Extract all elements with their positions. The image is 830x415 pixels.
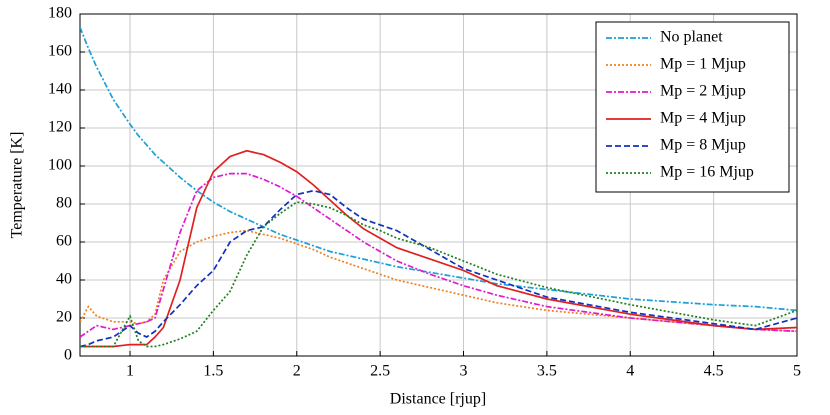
- legend-label: No planet: [660, 29, 723, 46]
- x-tick-label: 3: [460, 363, 468, 380]
- legend-label: Mp = 16 Mjup: [660, 164, 754, 181]
- legend-label: Mp = 1 Mjup: [660, 56, 746, 73]
- y-tick-label: 120: [48, 119, 72, 136]
- x-tick-label: 4.5: [704, 363, 724, 380]
- y-tick-label: 80: [56, 195, 72, 212]
- x-axis-label: Distance [rjup]: [390, 391, 486, 408]
- y-tick-label: 140: [48, 81, 72, 98]
- y-tick-label: 20: [56, 309, 72, 326]
- series-line: [80, 189, 797, 348]
- x-tick-label: 5: [793, 363, 801, 380]
- y-tick-label: 60: [56, 233, 72, 250]
- series-line: [80, 26, 797, 312]
- plot-frame: [79, 13, 798, 357]
- x-tick-label: 2.5: [370, 363, 390, 380]
- y-tick-label: 100: [48, 157, 72, 174]
- legend-label: Mp = 4 Mjup: [660, 110, 746, 127]
- series-line: [80, 201, 797, 348]
- series-line: [80, 149, 797, 348]
- legend-label: Mp = 2 Mjup: [660, 83, 746, 100]
- series-line: [80, 172, 797, 338]
- plot-lines: [80, 26, 797, 348]
- legend-box: [595, 21, 790, 193]
- y-axis-label: Temperature [K]: [9, 132, 26, 239]
- y-tick-label: 180: [48, 5, 72, 22]
- x-tick-label: 1.5: [203, 363, 223, 380]
- x-tick-label: 3.5: [537, 363, 557, 380]
- legend-label: Mp = 8 Mjup: [660, 137, 746, 154]
- y-tick-label: 40: [56, 271, 72, 288]
- y-tick-label: 0: [64, 347, 72, 364]
- y-tick-label: 160: [48, 43, 72, 60]
- x-tick-label: 1: [126, 363, 134, 380]
- x-tick-label: 2: [293, 363, 301, 380]
- x-tick-label: 4: [626, 363, 634, 380]
